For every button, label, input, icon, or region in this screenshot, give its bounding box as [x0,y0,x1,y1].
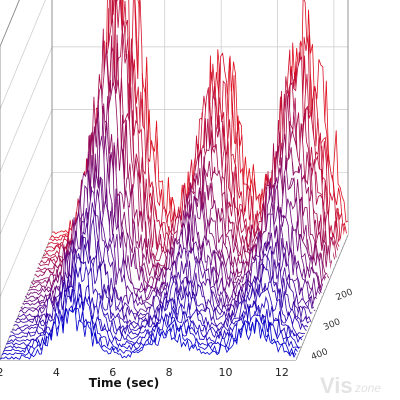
frame-edge [0,0,20,47]
depth-tick-label: 300 [322,317,342,333]
trace-fill [0,307,296,360]
depth-tick-labels: 200 300 400 [310,287,355,362]
x-tick-label: 6 [109,366,116,379]
grid-line [0,172,53,298]
trace-lines [0,0,349,360]
x-tick-label: 10 [219,366,233,379]
x-tick-labels: 2 4 6 8 10 12 [0,366,289,379]
grid-line [0,46,53,173]
grid-line [0,0,46,110]
x-tick-label: 2 [0,366,4,379]
x-tick-label: 8 [166,366,173,379]
grid-line [0,109,53,235]
depth-tick-label: 400 [310,347,330,363]
depth-tick-label: 200 [335,287,355,303]
x-tick-label: 12 [275,366,289,379]
x-axis-title: Time (sec) [89,376,159,390]
trace-line [0,307,297,360]
svg-text:zone: zone [354,381,381,395]
grid-line [0,0,20,47]
trace-line [17,209,314,318]
svg-text:Vis: Vis [320,373,353,398]
x-tick-label: 4 [53,366,60,379]
watermark: Vis zone [320,373,381,398]
frame-edge [295,234,349,361]
